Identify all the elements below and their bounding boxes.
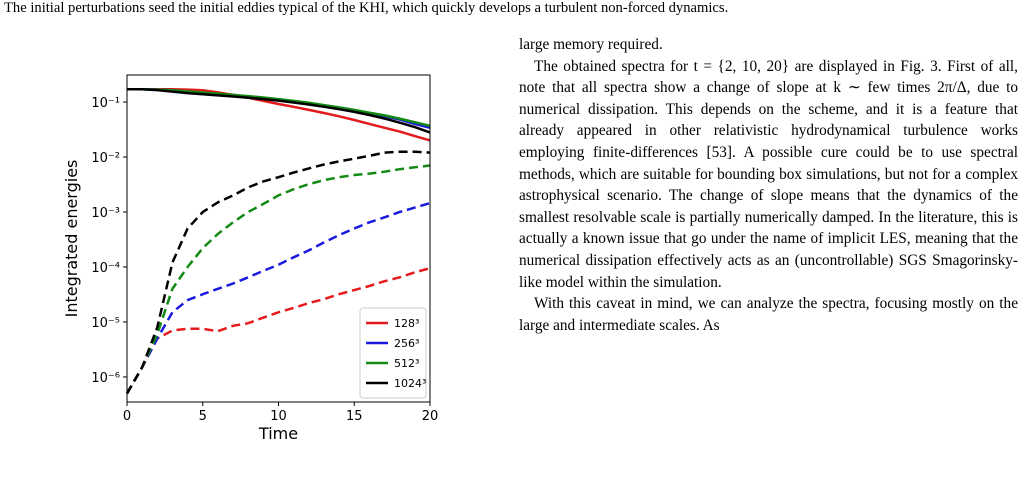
y-axis-label: Integrated energies — [62, 160, 81, 318]
y-tick-label: 10⁻⁵ — [91, 316, 120, 331]
dashed-line — [125, 164, 431, 395]
x-tick-label: 20 — [422, 409, 439, 424]
paragraph: The obtained spectra for t = {2, 10, 20}… — [519, 57, 1018, 291]
y-tick-label: 10⁻⁴ — [91, 261, 120, 276]
x-tick-label: 5 — [199, 409, 207, 424]
line — [127, 88, 431, 142]
legend-box — [359, 307, 427, 399]
x-tick-label: 10 — [270, 409, 287, 424]
dashed-line — [125, 201, 431, 395]
dashed-line — [125, 266, 431, 395]
legend-label: 1024³ — [394, 377, 426, 390]
y-tick-label: 10⁻¹ — [91, 96, 120, 111]
line — [127, 88, 431, 130]
legend-label: 512³ — [394, 357, 419, 370]
line — [127, 88, 431, 128]
paragraph: large memory required. — [519, 36, 663, 53]
legend-label: 256³ — [394, 337, 419, 350]
legend-label: 128³ — [394, 317, 419, 330]
dashed-line — [125, 150, 431, 395]
chart: 10⁻⁶ 10⁻⁵ 10⁻⁴ 10⁻³ 10⁻² 10⁻¹ 0 5 10 15 20 Time Inte… — [62, 74, 439, 443]
body-text: large memory required. The obtained spec… — [519, 34, 1018, 336]
x-tick-label: 15 — [346, 409, 363, 424]
x-tick-label: 0 — [123, 409, 131, 424]
axes-frame — [126, 74, 431, 403]
y-tick-label: 10⁻³ — [91, 206, 120, 221]
paragraph: With this caveat in mind, we can analyze… — [519, 295, 1018, 334]
header-text: The initial perturbations seed the initi… — [4, 0, 729, 16]
y-tick-label: 10⁻² — [91, 151, 120, 166]
line — [127, 88, 431, 134]
y-tick-label: 10⁻⁶ — [91, 371, 120, 386]
x-axis-label: Time — [258, 424, 298, 443]
